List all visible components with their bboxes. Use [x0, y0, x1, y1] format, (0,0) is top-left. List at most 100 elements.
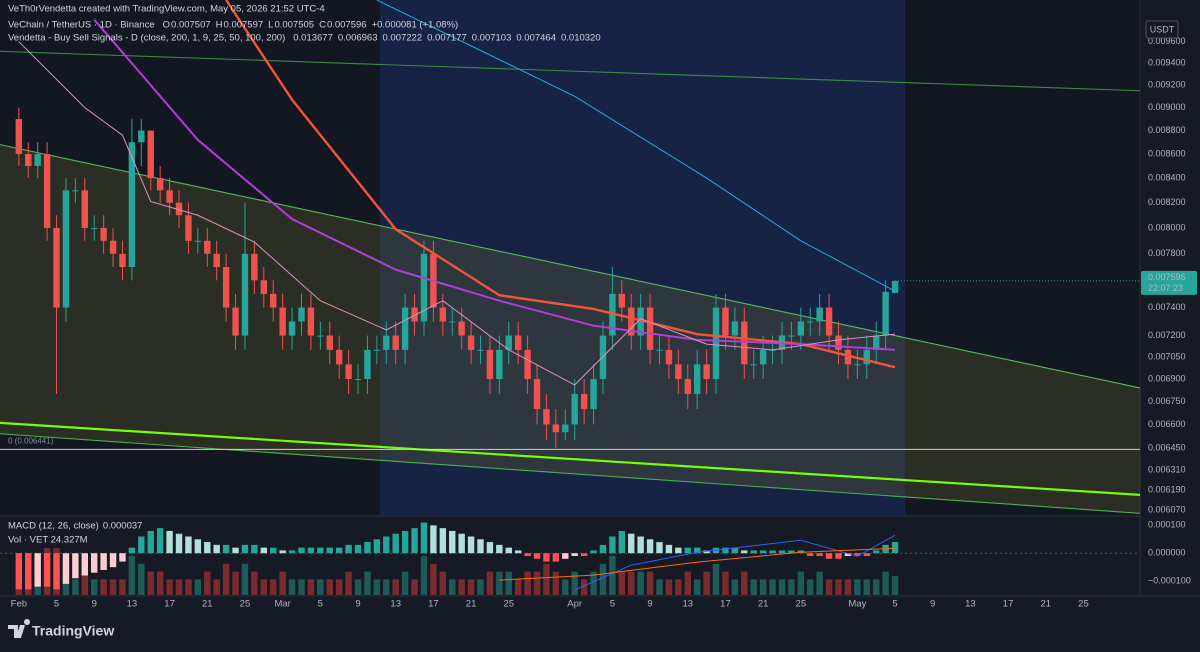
moving-average — [18, 41, 896, 386]
price-pane — [0, 0, 1140, 515]
volume-bar — [609, 556, 616, 595]
macd-histogram-bar — [759, 550, 767, 554]
volume-bar — [533, 571, 541, 595]
candle-body — [467, 335, 475, 350]
x-tick-label: 9 — [92, 599, 97, 610]
marks-layer — [15, 0, 1140, 591]
indicator-value: 0.013677 — [293, 33, 333, 44]
macd-value: 0.000037 — [103, 521, 143, 532]
volume-bar — [128, 556, 136, 595]
ohlc-text: 0.007596 — [327, 20, 367, 31]
candle-body — [675, 364, 682, 380]
volume-bar — [628, 571, 635, 595]
trendline — [0, 433, 1141, 514]
candle-body — [458, 321, 465, 336]
candle-body — [420, 253, 428, 322]
candle-body — [392, 335, 399, 350]
candle-body — [722, 307, 729, 336]
macd-histogram-bar — [72, 553, 79, 579]
volume-bar — [552, 571, 560, 595]
x-tick-label: 9 — [647, 599, 652, 610]
macd-histogram-bar — [298, 547, 305, 554]
macd-histogram-bar — [863, 553, 870, 556]
macd-line — [574, 534, 896, 591]
macd-histogram-bar — [185, 536, 192, 554]
y-tick-label: 0.006070 — [1148, 504, 1186, 514]
macd-histogram-bar — [477, 539, 484, 554]
macd-histogram-bar — [439, 528, 447, 554]
ohlc-text: 0.007507 — [171, 20, 211, 31]
indicator-value: 0.006963 — [338, 33, 378, 44]
macd-histogram-bar — [156, 528, 164, 554]
volume-bar — [185, 579, 192, 595]
macd-histogram-bar — [816, 553, 823, 556]
author-line: VeTh0rVendetta created with TradingView.… — [8, 4, 325, 15]
x-tick-label: 21 — [758, 599, 769, 610]
volume-bar — [496, 571, 503, 595]
macd-histogram-bar — [62, 553, 70, 584]
ohlc-text: +0.000081 (+1.08%) — [372, 20, 459, 31]
macd-histogram-bar — [543, 553, 550, 562]
volume-bar — [175, 579, 183, 595]
candle-body — [449, 321, 456, 323]
macd-histogram-bar — [854, 553, 861, 556]
macd-histogram-bar — [401, 530, 409, 554]
candle-body — [825, 307, 833, 336]
macd-histogram-bar — [25, 553, 32, 590]
macd-histogram-bar — [138, 536, 145, 554]
macd-histogram-bar — [222, 544, 230, 554]
volume-bar — [91, 579, 98, 595]
indicator-title: Vendetta - Buy Sell Signals - D (close, … — [8, 33, 285, 44]
volume-bar — [420, 556, 428, 595]
currency-box[interactable] — [1145, 20, 1179, 39]
candle-body — [128, 142, 136, 267]
volume-bar — [109, 579, 117, 595]
candle-body — [373, 349, 381, 351]
macd-histogram-bar — [562, 553, 569, 559]
macd-histogram-bar — [109, 553, 117, 568]
volume-bar — [232, 571, 239, 595]
candle-body — [138, 130, 145, 143]
macd-histogram-bar — [722, 547, 729, 554]
moving-average — [93, 18, 896, 351]
macd-histogram-bar — [835, 553, 842, 559]
candle-body — [797, 321, 805, 336]
volume-bar — [693, 579, 701, 595]
macd-histogram-bar — [119, 553, 126, 562]
volume-bar — [750, 579, 757, 595]
trendline — [0, 144, 1141, 389]
macd-line — [499, 547, 896, 581]
candle-body — [345, 364, 352, 380]
volume-bar — [797, 571, 805, 595]
fib-level-label: 0 (0.006441) — [8, 436, 54, 445]
volume-bar — [731, 579, 739, 595]
candle-body — [204, 240, 211, 254]
channel-fill — [0, 144, 1140, 514]
last-price-tag — [1141, 270, 1197, 295]
candle-body — [34, 154, 41, 167]
macd-histogram-bar — [684, 547, 691, 554]
macd-histogram-bar — [505, 547, 512, 554]
volume-bar — [335, 579, 343, 595]
symbol: VeChain / TetherUS · 1D · Binance — [8, 20, 155, 31]
x-tick-label: 17 — [428, 599, 439, 610]
macd-histogram-bar — [467, 536, 475, 554]
candle-body — [741, 321, 748, 365]
candle-body — [251, 253, 258, 281]
volume-bar — [411, 579, 418, 595]
candle-body — [383, 335, 390, 350]
candle-body — [401, 307, 409, 350]
macd-histogram-bar — [628, 533, 635, 554]
candle-body — [807, 321, 814, 323]
currency[interactable]: USDT — [1150, 24, 1175, 34]
volume-bar — [401, 571, 409, 595]
candle-body — [872, 335, 880, 350]
indicator-value: 0.010320 — [561, 33, 601, 44]
ohlc-text: L — [268, 20, 273, 31]
last-price-label: 0.007596 — [1148, 272, 1186, 282]
y-tick-label: 0.006750 — [1148, 396, 1186, 406]
candle-body — [750, 364, 757, 366]
macd-histogram-bar — [693, 547, 701, 554]
volume-bar — [778, 579, 786, 595]
candle-body — [731, 321, 739, 336]
